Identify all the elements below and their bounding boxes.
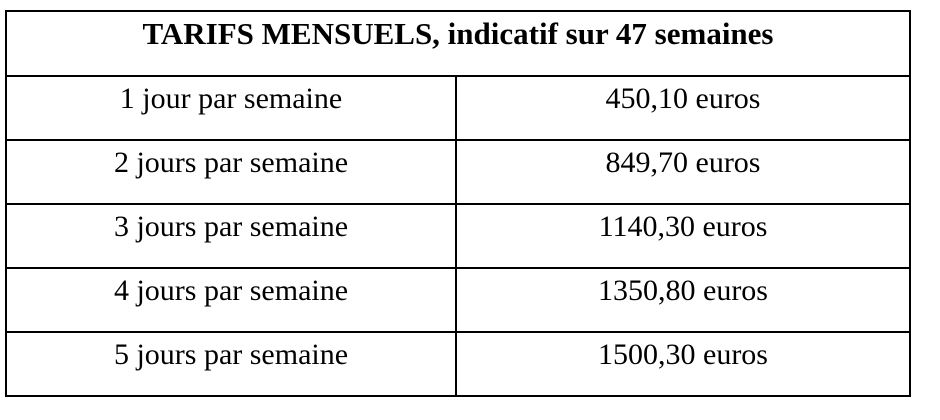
duration-cell: 3 jours par semaine bbox=[5, 203, 457, 269]
table-title: TARIFS MENSUELS, indicatif sur 47 semain… bbox=[5, 10, 911, 77]
pricing-table: TARIFS MENSUELS, indicatif sur 47 semain… bbox=[5, 10, 911, 397]
table-row: 3 jours par semaine 1140,30 euros bbox=[5, 203, 911, 269]
table-header-row: TARIFS MENSUELS, indicatif sur 47 semain… bbox=[5, 10, 911, 77]
duration-cell: 5 jours par semaine bbox=[5, 331, 457, 397]
duration-cell: 1 jour par semaine bbox=[5, 75, 457, 141]
price-cell: 450,10 euros bbox=[455, 75, 911, 141]
duration-cell: 4 jours par semaine bbox=[5, 267, 457, 333]
table-row: 5 jours par semaine 1500,30 euros bbox=[5, 331, 911, 397]
price-cell: 1140,30 euros bbox=[455, 203, 911, 269]
price-cell: 1500,30 euros bbox=[455, 331, 911, 397]
duration-cell: 2 jours par semaine bbox=[5, 139, 457, 205]
table-row: 4 jours par semaine 1350,80 euros bbox=[5, 267, 911, 333]
price-cell: 1350,80 euros bbox=[455, 267, 911, 333]
table-row: 2 jours par semaine 849,70 euros bbox=[5, 139, 911, 205]
table-row: 1 jour par semaine 450,10 euros bbox=[5, 75, 911, 141]
price-cell: 849,70 euros bbox=[455, 139, 911, 205]
